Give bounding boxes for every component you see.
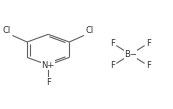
Text: F: F: [110, 39, 115, 48]
Text: F: F: [46, 78, 51, 87]
Text: B−: B−: [124, 50, 137, 59]
Text: F: F: [110, 61, 115, 70]
Text: Cl: Cl: [85, 26, 93, 35]
Text: F: F: [146, 61, 151, 70]
Text: F: F: [146, 39, 151, 48]
Text: Cl: Cl: [3, 26, 11, 35]
Text: N+: N+: [42, 61, 55, 70]
